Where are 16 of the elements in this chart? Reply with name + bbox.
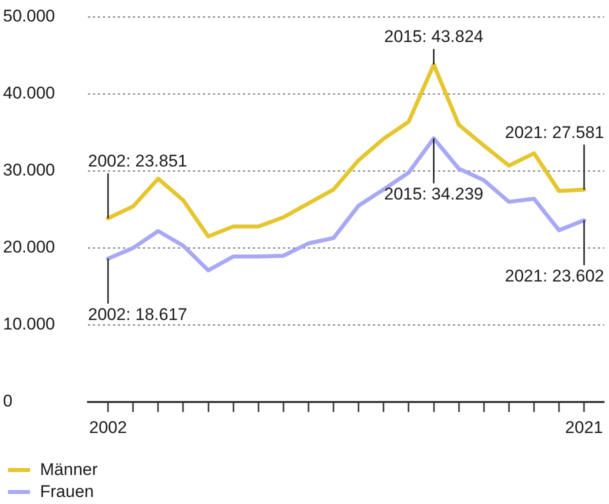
y-tick-label: 40.000 <box>3 84 55 103</box>
y-tick-label: 20.000 <box>3 238 55 257</box>
data-label: 2021: 27.581 <box>504 122 604 142</box>
x-tick-label: 2002 <box>89 418 127 437</box>
y-tick-label: 10.000 <box>3 314 55 334</box>
data-label: 2015: 34.239 <box>384 184 484 204</box>
data-label: 2015: 43.824 <box>384 27 484 46</box>
y-tick-label: 30.000 <box>3 160 55 180</box>
y-tick-label: 50.000 <box>3 6 55 26</box>
x-tick-label: 2021 <box>565 418 604 437</box>
legend-label: Frauen <box>40 482 94 502</box>
y-tick-label: 0 <box>3 392 12 411</box>
data-label: 2002: 18.617 <box>88 304 188 324</box>
data-label: 2002: 23.851 <box>88 152 188 171</box>
data-label: 2021: 23.602 <box>504 266 604 286</box>
legend-label: Männer <box>40 460 98 480</box>
